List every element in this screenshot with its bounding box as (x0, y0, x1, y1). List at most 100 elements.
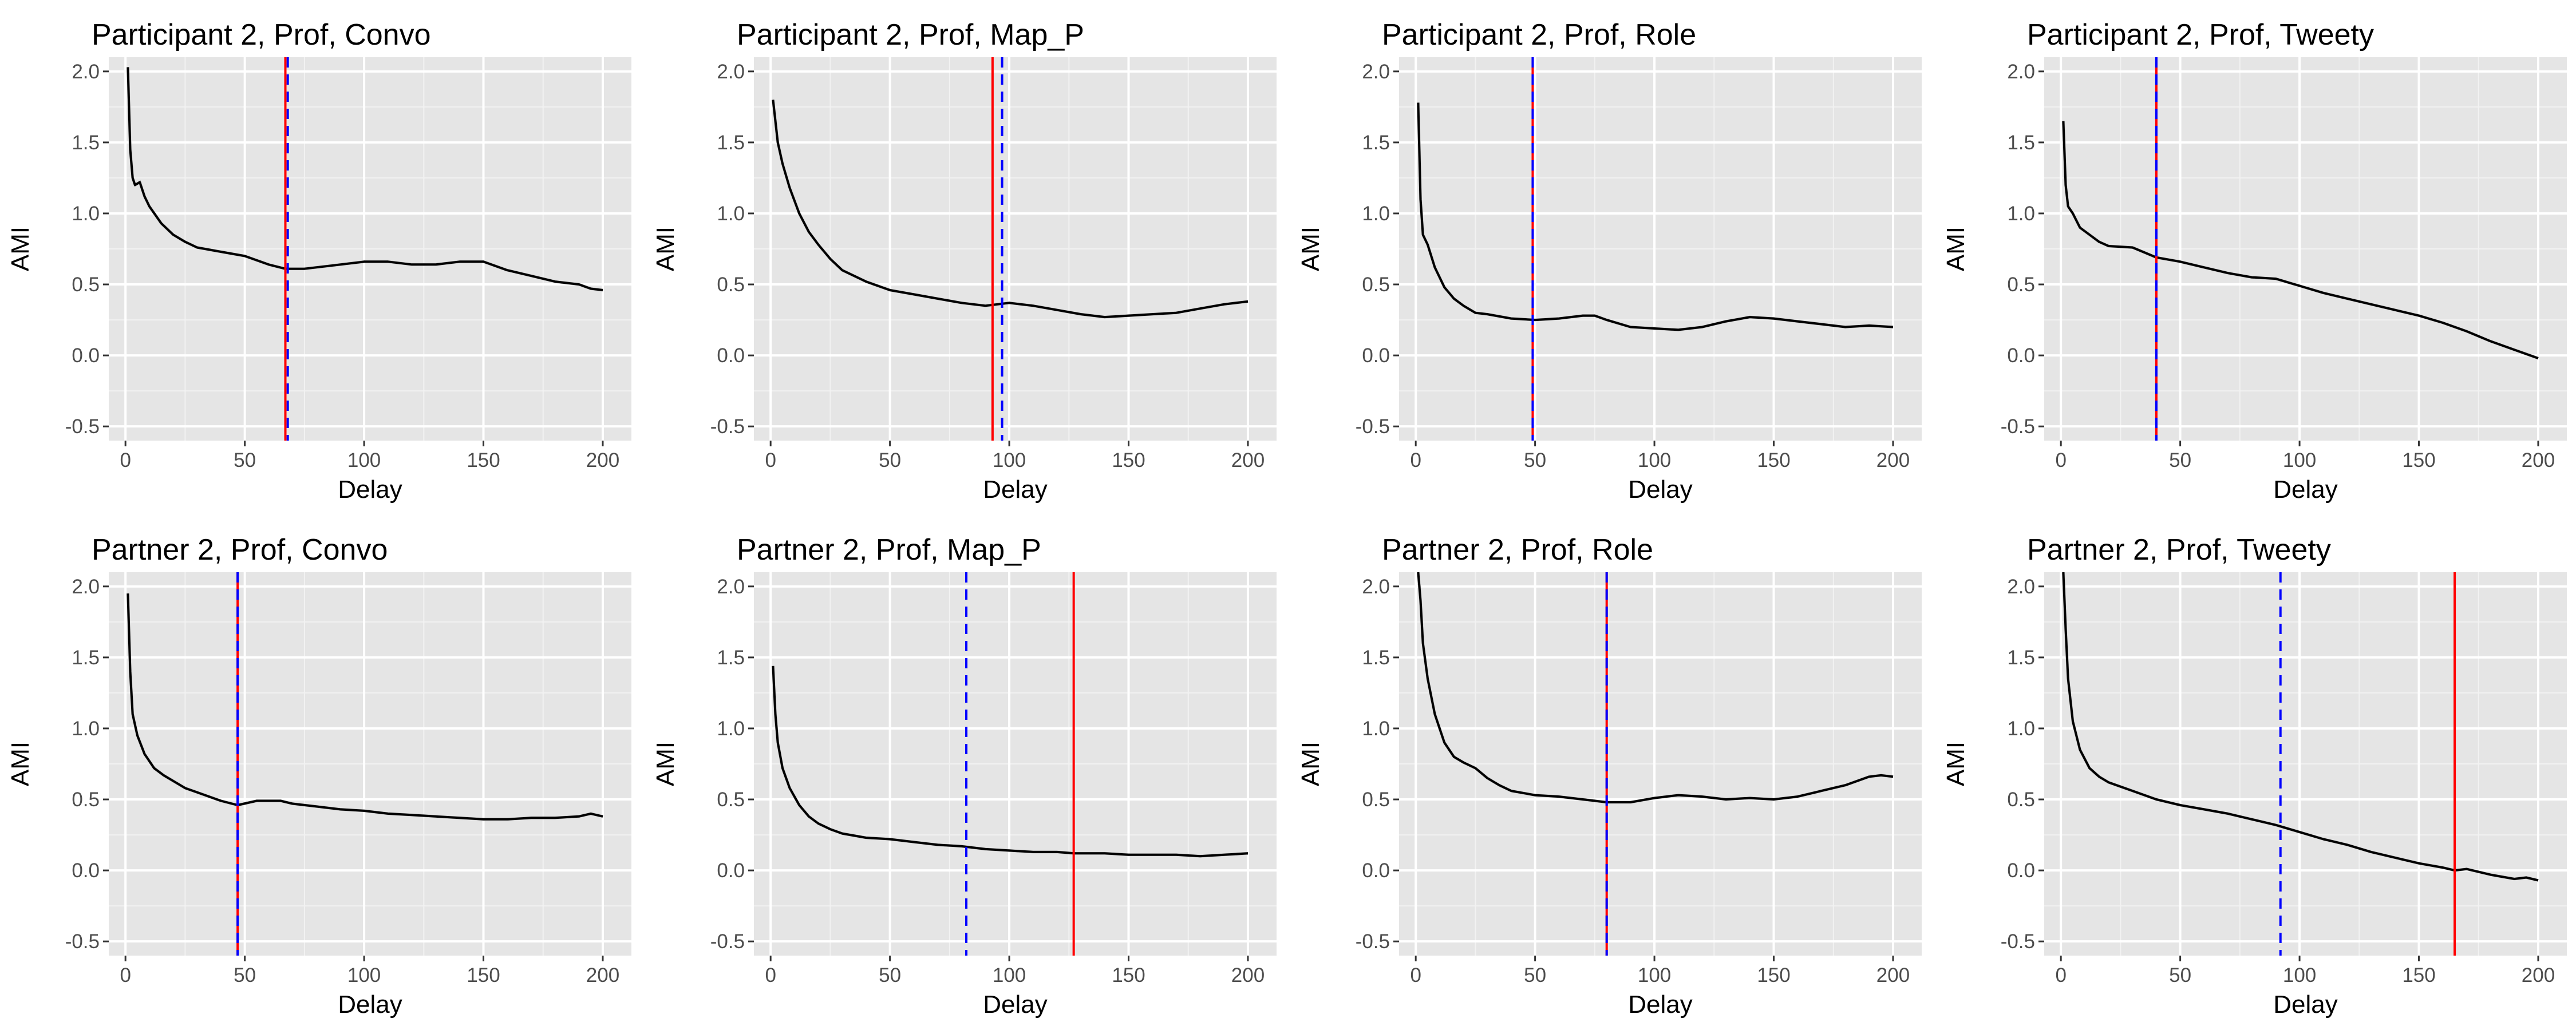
x-tick-label: 150 (1757, 964, 1790, 987)
x-axis-title: Delay (2273, 991, 2338, 1019)
x-tick-label: 0 (1410, 449, 1421, 472)
x-tick-label: 0 (120, 964, 131, 987)
x-tick-label: 0 (2055, 964, 2066, 987)
panel-title: Partner 2, Prof, Tweety (2027, 533, 2331, 566)
facet-panel: Partner 2, Prof, Tweety 0 50 100 150 200 -0.5 0… (1942, 533, 2567, 1019)
panel-title: Partner 2, Prof, Role (1382, 533, 1653, 566)
panel-title: Participant 2, Prof, Map_P (737, 18, 1084, 52)
panel-title: Participant 2, Prof, Convo (92, 18, 431, 52)
y-tick-label: 0.5 (2007, 789, 2035, 811)
series-line (1417, 572, 1894, 803)
x-tick-label: 100 (993, 964, 1026, 987)
x-tick-label: 0 (120, 449, 131, 472)
x-tick-label: 100 (2283, 964, 2316, 987)
x-tick-label: 200 (1876, 964, 1910, 987)
x-tick-label: 50 (234, 964, 256, 987)
y-tick-label: 1.5 (717, 647, 745, 669)
y-tick-label: 1.0 (717, 718, 745, 740)
y-tick-label: 1.0 (1362, 718, 1390, 740)
y-tick-label: 0.0 (2007, 344, 2035, 367)
x-tick-label: 100 (993, 449, 1026, 472)
y-tick-label: 0.5 (1362, 274, 1390, 296)
x-axis-title: Delay (2273, 476, 2338, 504)
x-tick-label: 50 (1524, 449, 1546, 472)
facet-panel: Partner 2, Prof, Convo 0 50 100 150 200 -0.5 0.… (6, 533, 631, 1019)
y-tick-label: 0.0 (717, 859, 745, 882)
y-tick-label: 0.0 (717, 344, 745, 367)
y-tick-label: 2.0 (2007, 576, 2035, 598)
x-tick-label: 100 (347, 449, 381, 472)
y-tick-label: -0.5 (1356, 930, 1390, 953)
y-tick-label: 1.5 (1362, 647, 1390, 669)
y-axis-title: AMI (6, 227, 34, 271)
y-tick-label: 0.5 (2007, 274, 2035, 296)
panel-title: Participant 2, Prof, Tweety (2027, 18, 2374, 52)
series-line (772, 665, 1249, 858)
x-tick-label: 150 (467, 964, 500, 987)
y-tick-label: -0.5 (2001, 930, 2035, 953)
x-tick-label: 200 (1231, 449, 1265, 472)
x-axis-title: Delay (983, 476, 1048, 504)
facet-panel: Participant 2, Prof, Tweety 0 50 100 150 200 -… (1942, 18, 2567, 504)
x-tick-label: 50 (2169, 449, 2191, 472)
series-line (127, 593, 603, 821)
x-tick-label: 100 (1638, 449, 1671, 472)
y-axis-title: AMI (651, 742, 679, 786)
y-tick-label: 1.5 (2007, 132, 2035, 154)
x-axis-title: Delay (338, 991, 402, 1019)
x-tick-label: 50 (879, 964, 901, 987)
x-tick-label: 150 (2402, 964, 2435, 987)
y-tick-label: 0.5 (1362, 789, 1390, 811)
facet-panel: Partner 2, Prof, Map_P 0 50 100 150 200 -0.5 0.… (651, 533, 1277, 1019)
y-tick-label: 0.5 (72, 274, 100, 296)
y-tick-label: 0.5 (72, 789, 100, 811)
y-axis-title: AMI (1297, 227, 1325, 271)
y-axis-title: AMI (1942, 742, 1970, 786)
x-tick-label: 0 (765, 449, 776, 472)
x-tick-label: 150 (1757, 449, 1790, 472)
x-tick-label: 0 (765, 964, 776, 987)
y-tick-label: -0.5 (65, 415, 100, 438)
y-tick-label: 2.0 (72, 61, 100, 83)
y-tick-label: 2.0 (1362, 576, 1390, 598)
x-tick-label: 100 (2283, 449, 2316, 472)
x-tick-label: 200 (586, 449, 619, 472)
y-tick-label: 1.5 (72, 647, 100, 669)
x-tick-label: 200 (1231, 964, 1265, 987)
y-tick-label: 1.5 (1362, 132, 1390, 154)
y-tick-label: -0.5 (1356, 415, 1390, 438)
y-tick-label: 0.0 (72, 859, 100, 882)
y-tick-label: -0.5 (710, 415, 745, 438)
x-axis-title: Delay (1628, 991, 1693, 1019)
y-tick-label: 1.0 (2007, 203, 2035, 225)
x-axis-title: Delay (983, 991, 1048, 1019)
y-tick-label: 0.0 (72, 344, 100, 367)
x-tick-label: 200 (2522, 964, 2555, 987)
x-tick-label: 0 (2055, 449, 2066, 472)
y-tick-label: 0.5 (717, 274, 745, 296)
y-tick-label: 1.5 (72, 132, 100, 154)
facet-panel: Participant 2, Prof, Map_P 0 50 100 150 200 -0… (651, 18, 1277, 504)
x-tick-label: 50 (1524, 964, 1546, 987)
y-tick-label: 2.0 (717, 576, 745, 598)
y-axis-title: AMI (651, 227, 679, 271)
facet-panel: Partner 2, Prof, Role 0 50 100 150 200 -0.5 0.0… (1297, 533, 1922, 1019)
y-tick-label: 0.5 (717, 789, 745, 811)
facet-panel: Participant 2, Prof, Convo 0 50 100 150 200 -0… (6, 18, 631, 504)
x-tick-label: 200 (586, 964, 619, 987)
x-tick-label: 100 (1638, 964, 1671, 987)
x-tick-label: 150 (1112, 449, 1145, 472)
y-tick-label: 1.0 (2007, 718, 2035, 740)
x-tick-label: 50 (2169, 964, 2191, 987)
y-tick-label: -0.5 (2001, 415, 2035, 438)
x-tick-label: 150 (2402, 449, 2435, 472)
series-line (2062, 572, 2539, 882)
x-tick-label: 150 (1112, 964, 1145, 987)
y-tick-label: 0.0 (1362, 859, 1390, 882)
series-line (1417, 102, 1894, 331)
y-tick-label: 1.0 (1362, 203, 1390, 225)
y-tick-label: 1.5 (717, 132, 745, 154)
y-tick-label: 2.0 (1362, 61, 1390, 83)
x-tick-label: 200 (2522, 449, 2555, 472)
